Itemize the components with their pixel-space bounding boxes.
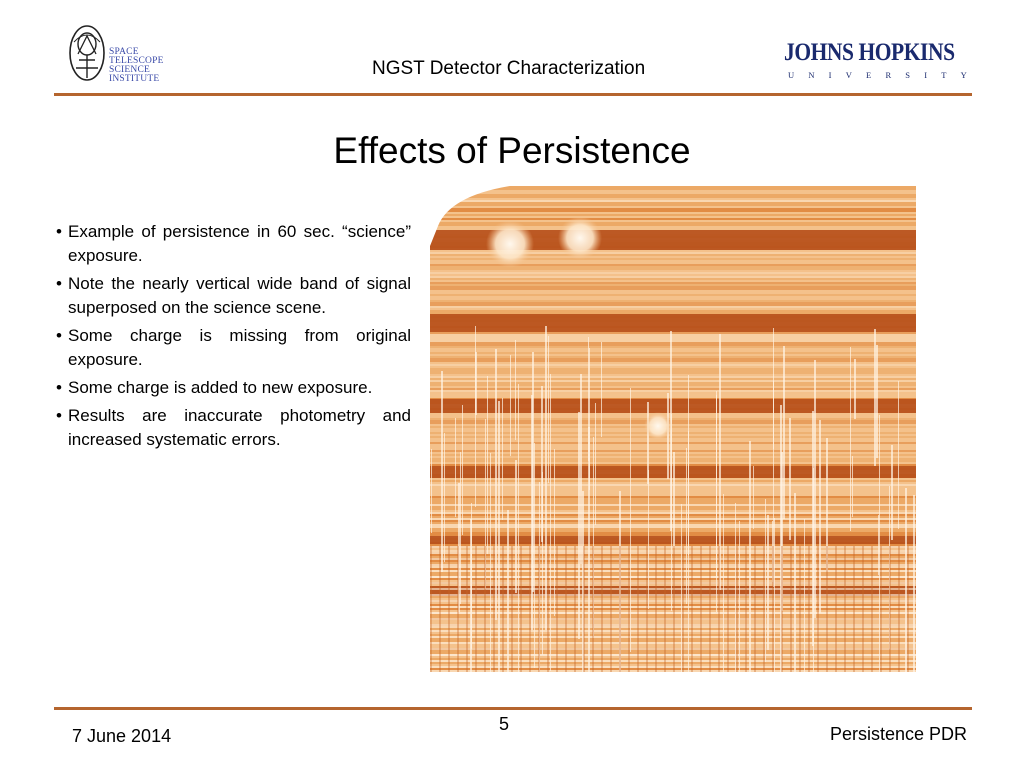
bullet-text: Some charge is added to new exposure. xyxy=(68,378,373,397)
bullet-marker: • xyxy=(56,326,62,345)
header-title: NGST Detector Characterization xyxy=(372,58,646,79)
bullet-marker: • xyxy=(56,378,62,397)
bullet-text: Example of persistence in 60 sec. “scien… xyxy=(68,222,411,265)
stsci-emblem-icon xyxy=(69,25,105,81)
jhu-logo-subtitle: UNIVERSITY xyxy=(788,70,981,80)
bullet-item: • Some charge is added to new exposure. xyxy=(56,376,411,400)
detector-image xyxy=(430,186,916,672)
stsci-line: INSTITUTE xyxy=(109,74,160,84)
slide-title: Effects of Persistence xyxy=(333,130,691,171)
bullet-text: Results are inaccurate photometry and in… xyxy=(68,406,411,449)
jhu-logo: JOHNS HOPKINS UNIVERSITY xyxy=(784,39,981,84)
jhu-logo-name: JOHNS HOPKINS xyxy=(784,39,955,66)
stsci-line: SCIENCE xyxy=(109,65,150,75)
bullet-item: • Some charge is missing from original ex… xyxy=(56,324,411,372)
stsci-logo: SPACE TELESCOPE SCIENCE INSTITUTE xyxy=(68,24,178,84)
bullet-item: • Note the nearly vertical wide band of s… xyxy=(56,272,411,320)
bullet-item: • Results are inaccurate photometry and i… xyxy=(56,404,411,452)
stsci-logo-text: SPACE TELESCOPE SCIENCE INSTITUTE xyxy=(109,47,164,84)
footer-date: 7 June 2014 xyxy=(72,726,172,746)
persistence-exposure-image xyxy=(430,186,916,672)
bullet-item: • Example of persistence in 60 sec. “scie… xyxy=(56,220,411,268)
page-number: 5 xyxy=(499,714,510,734)
bullet-list: • Example of persistence in 60 sec. “scie… xyxy=(56,220,411,456)
bullet-marker: • xyxy=(56,274,62,293)
footer-presentation-name: Persistence PDR xyxy=(829,724,967,744)
header-divider xyxy=(54,93,972,96)
bullet-text: Note the nearly vertical wide band of si… xyxy=(68,274,411,317)
bullet-text: Some charge is missing from original exp… xyxy=(68,326,411,369)
stsci-line: TELESCOPE xyxy=(109,56,164,66)
bullet-marker: • xyxy=(56,406,62,425)
stsci-line: SPACE xyxy=(109,47,139,57)
footer-divider xyxy=(54,707,972,710)
bullet-marker: • xyxy=(56,222,62,241)
